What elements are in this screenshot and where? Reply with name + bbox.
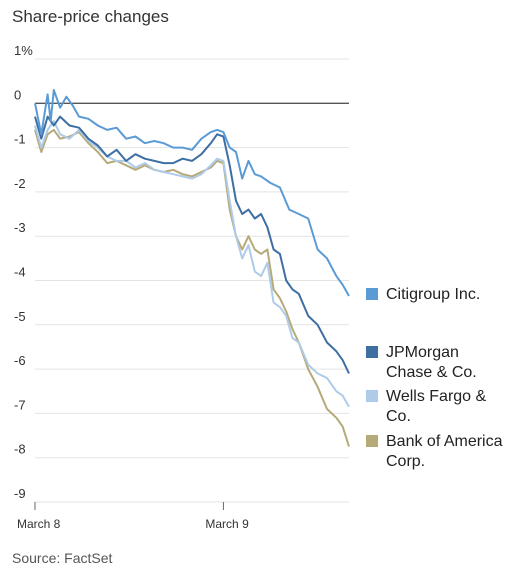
y-tick-label: 0	[14, 87, 21, 102]
legend-swatch	[366, 288, 378, 300]
legend-swatch	[366, 346, 378, 358]
series-line-0	[34, 89, 350, 297]
legend-swatch	[366, 435, 378, 447]
series-line-2	[34, 120, 350, 408]
legend-label: Bank of America Corp.	[386, 433, 503, 470]
x-axis-ticks: March 8 March 9	[17, 502, 249, 531]
y-tick-label: 1%	[14, 43, 33, 58]
legend-swatch	[366, 390, 378, 402]
y-tick-label: -1	[14, 132, 26, 147]
source-note: Source: FactSet	[12, 550, 112, 566]
gridlines	[35, 58, 349, 503]
y-tick-label: -6	[14, 353, 26, 368]
series-lines	[34, 89, 350, 447]
legend-label: Citigroup Inc.	[386, 286, 480, 303]
legend: Citigroup Inc. JPMorgan Chase & Co. Wells F…	[366, 286, 503, 470]
legend-label: JPMorgan Chase & Co.	[386, 344, 477, 381]
x-tick-label: March 9	[205, 517, 249, 531]
y-tick-label: -5	[14, 309, 26, 324]
y-tick-label: -8	[14, 442, 26, 457]
x-tick-label: March 8	[17, 517, 61, 531]
y-tick-label: -4	[14, 265, 26, 280]
legend-label: Wells Fargo & Co.	[386, 388, 487, 425]
y-tick-label: -3	[14, 220, 26, 235]
chart-title: Share-price changes	[12, 7, 169, 26]
y-tick-label: -7	[14, 397, 26, 412]
y-tick-label: -2	[14, 176, 26, 191]
y-axis-ticks: 1% 0 -1 -2 -3 -4 -5 -6 -7 -8 -9	[14, 43, 33, 501]
y-tick-label: -9	[14, 486, 26, 501]
series-line-3	[34, 128, 350, 447]
series-line-1	[34, 115, 350, 374]
